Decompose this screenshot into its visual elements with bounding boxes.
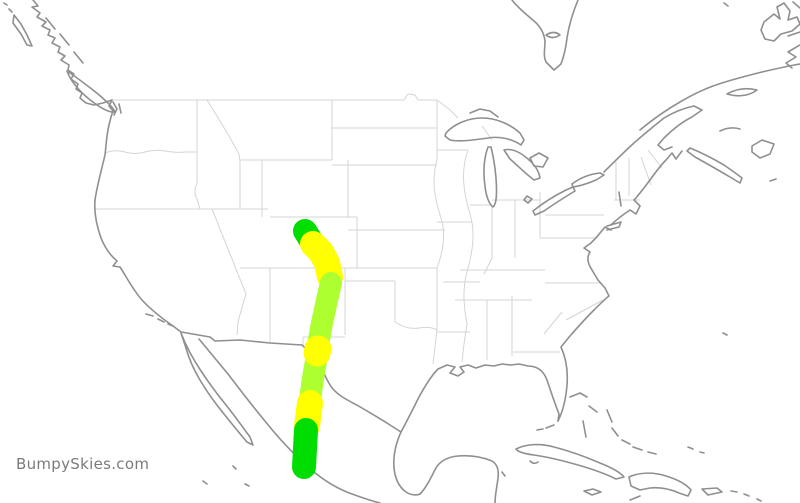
- flight-path-layer: [292, 219, 343, 479]
- puget-sound: [112, 101, 122, 116]
- st-lawrence-north: [639, 63, 800, 131]
- lake-erie: [532, 186, 576, 216]
- nova-scotia: [686, 147, 743, 184]
- hudson-bay: [511, 0, 579, 71]
- bermuda: [722, 178, 777, 336]
- long-island: [606, 221, 622, 231]
- mexico-pacific-coast: [198, 338, 381, 503]
- gulf-coast: [400, 363, 560, 433]
- flight-path-segment-yellow: [303, 335, 332, 367]
- florida-east-coast: [557, 226, 612, 422]
- west-coast: [31, 0, 182, 333]
- bahamas: [569, 392, 657, 455]
- lake-champlain: [618, 191, 622, 207]
- jamaica: [583, 488, 602, 496]
- bumpyskies-watermark: BumpySkies.com: [16, 455, 150, 473]
- flight-path-segment-yellow: [300, 231, 343, 290]
- flight-path-segment-yellow_green: [307, 272, 342, 356]
- lake-huron: [503, 148, 549, 181]
- newfoundland: [723, 1, 800, 42]
- hispaniola: [628, 472, 692, 501]
- haida-gwaii: [12, 14, 33, 47]
- baja-california: [180, 332, 254, 446]
- yucatan: [419, 454, 506, 503]
- anticosti-island: [726, 87, 758, 97]
- florida-keys: [536, 424, 555, 431]
- lake-superior: [444, 108, 525, 146]
- prince-edward-island: [719, 127, 741, 132]
- lake-st-clair: [523, 195, 533, 204]
- vancouver-island: [66, 70, 116, 113]
- coastlines: [3, 0, 800, 503]
- lake-michigan: [483, 146, 498, 208]
- james-bay-island: [545, 31, 561, 39]
- us-mexico-border: [180, 331, 402, 433]
- mexico-gulf-coast: [393, 431, 421, 496]
- flight-path-segment-green: [292, 418, 318, 479]
- lesser-antilles: [687, 446, 762, 502]
- cuba: [515, 443, 625, 480]
- puerto-rico: [701, 487, 723, 496]
- labrador-coast: [785, 44, 800, 69]
- new-england-coast: [610, 150, 683, 226]
- st-lawrence-south: [603, 105, 703, 173]
- gulf-of-california-islets: [202, 465, 250, 487]
- lake-ontario: [571, 172, 605, 188]
- coast-islets: [3, 2, 174, 327]
- state-borders: [95, 93, 663, 365]
- cape-breton: [751, 139, 775, 159]
